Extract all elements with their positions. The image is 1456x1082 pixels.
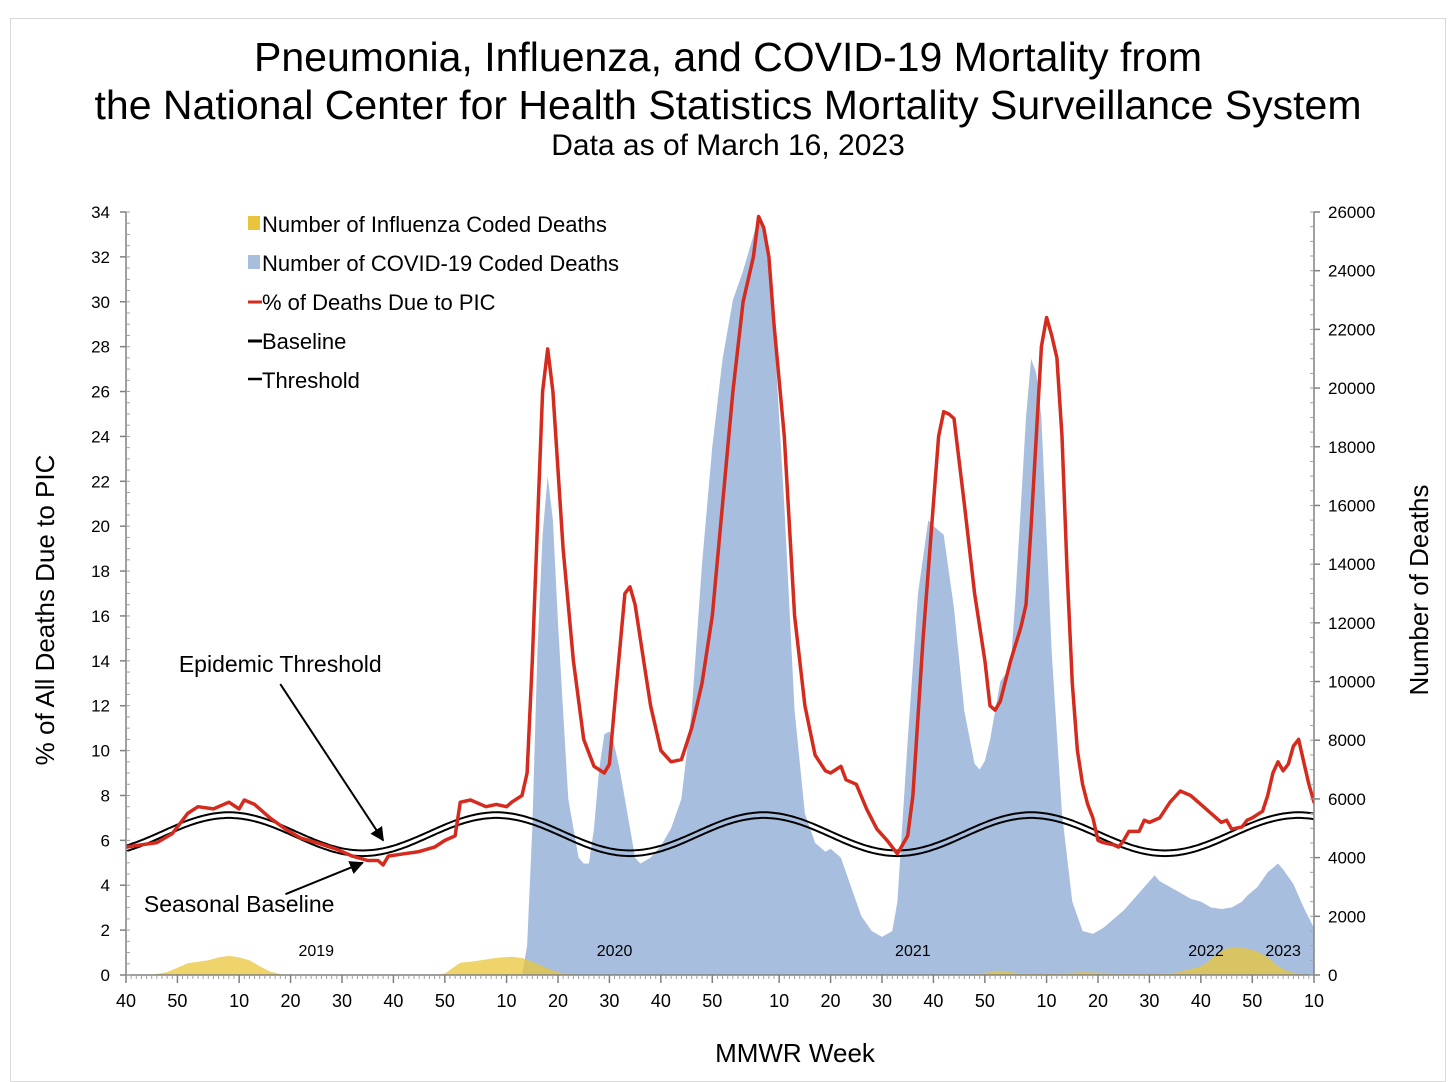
y-right-tick-label: 16000 xyxy=(1328,496,1375,515)
y-right-tick-label: 12000 xyxy=(1328,614,1375,633)
annotation-epidemic-threshold: Epidemic Threshold xyxy=(179,651,382,677)
chart-title-line1: Pneumonia, Influenza, and COVID-19 Morta… xyxy=(254,34,1202,80)
covid-deaths-area xyxy=(126,217,1314,975)
x-tick-label: 50 xyxy=(975,991,995,1011)
y-right-tick-label: 26000 xyxy=(1328,203,1375,222)
y-left-tick-label: 4 xyxy=(101,876,110,895)
y-left-tick-label: 26 xyxy=(91,383,110,402)
y-axis-right-label: Number of Deaths xyxy=(1404,485,1434,696)
y-left-tick-label: 28 xyxy=(91,338,110,357)
y-right-tick-label: 4000 xyxy=(1328,849,1366,868)
y-axis-left-label: % of All Deaths Due to PIC xyxy=(30,455,60,766)
x-tick-label: 50 xyxy=(167,991,187,1011)
legend-swatch-influenza xyxy=(248,216,260,230)
x-tick-label: 30 xyxy=(332,991,352,1011)
y-left-tick-label: 8 xyxy=(101,786,110,805)
x-tick-label: 30 xyxy=(599,991,619,1011)
y-left-tick-label: 34 xyxy=(91,203,110,222)
influenza-deaths-area xyxy=(126,947,1314,975)
pic-percent-line xyxy=(126,214,1314,867)
x-tick-label: 40 xyxy=(116,991,136,1011)
y-left-tick-label: 0 xyxy=(101,966,110,985)
y-right-tick-label: 24000 xyxy=(1328,262,1375,281)
y-right-tick-label: 18000 xyxy=(1328,438,1375,457)
chart-title-line2: the National Center for Health Statistic… xyxy=(94,82,1362,128)
y-right-tick-label: 0 xyxy=(1328,966,1337,985)
x-tick-label: 20 xyxy=(821,991,841,1011)
y-left-tick-label: 20 xyxy=(91,517,110,536)
legend-label-pic: % of Deaths Due to PIC xyxy=(262,290,496,315)
x-tick-label: 10 xyxy=(1304,991,1324,1011)
x-tick-label: 50 xyxy=(435,991,455,1011)
annotation-arrow-baseline xyxy=(285,861,364,896)
chart-subtitle: Data as of March 16, 2023 xyxy=(551,129,905,162)
x-tick-label: 40 xyxy=(383,991,403,1011)
legend-swatch-covid xyxy=(248,255,260,269)
x-tick-label: 50 xyxy=(1242,991,1262,1011)
y-right-tick-label: 8000 xyxy=(1328,731,1366,750)
year-label: 2020 xyxy=(597,943,633,960)
x-axis-label: MMWR Week xyxy=(715,1038,876,1068)
year-label: 2022 xyxy=(1188,943,1224,960)
y-left-tick-label: 16 xyxy=(91,607,110,626)
x-tick-label: 20 xyxy=(548,991,568,1011)
x-tick-label: 10 xyxy=(1037,991,1057,1011)
y-left-tick-label: 30 xyxy=(91,293,110,312)
y-left-tick-label: 22 xyxy=(91,472,110,491)
year-label: 2023 xyxy=(1265,943,1301,960)
legend-label-covid: Number of COVID-19 Coded Deaths xyxy=(262,251,619,276)
y-left-tick-label: 14 xyxy=(91,652,110,671)
legend-label-influenza: Number of Influenza Coded Deaths xyxy=(262,212,607,237)
x-tick-label: 20 xyxy=(281,991,301,1011)
y-left-tick-label: 2 xyxy=(101,921,110,940)
y-right-tick-label: 20000 xyxy=(1328,379,1375,398)
y-right-tick-label: 22000 xyxy=(1328,320,1375,339)
legend-label-baseline: Baseline xyxy=(262,329,346,354)
x-tick-label: 10 xyxy=(229,991,249,1011)
x-tick-label: 30 xyxy=(1139,991,1159,1011)
x-tick-label: 20 xyxy=(1088,991,1108,1011)
x-tick-label: 50 xyxy=(702,991,722,1011)
x-tick-label: 40 xyxy=(1191,991,1211,1011)
annotation-arrow-threshold xyxy=(279,683,384,842)
y-left-tick-label: 18 xyxy=(91,562,110,581)
threshold-line xyxy=(125,811,1315,852)
x-tick-label: 40 xyxy=(923,991,943,1011)
y-left-tick-label: 24 xyxy=(91,427,110,446)
y-left-tick-label: 12 xyxy=(91,697,110,716)
year-label: 2019 xyxy=(298,943,334,960)
legend-label-threshold: Threshold xyxy=(262,368,360,393)
y-right-tick-label: 14000 xyxy=(1328,555,1375,574)
y-left-tick-label: 10 xyxy=(91,742,110,761)
y-right-tick-label: 6000 xyxy=(1328,790,1366,809)
y-left-tick-label: 6 xyxy=(101,831,110,850)
x-tick-label: 10 xyxy=(769,991,789,1011)
x-tick-label: 40 xyxy=(651,991,671,1011)
x-tick-label: 30 xyxy=(872,991,892,1011)
y-right-tick-label: 10000 xyxy=(1328,673,1375,692)
x-tick-label: 10 xyxy=(497,991,517,1011)
y-right-tick-label: 2000 xyxy=(1328,907,1366,926)
annotation-seasonal-baseline: Seasonal Baseline xyxy=(144,891,335,917)
y-left-tick-label: 32 xyxy=(91,248,110,267)
year-label: 2021 xyxy=(895,943,931,960)
